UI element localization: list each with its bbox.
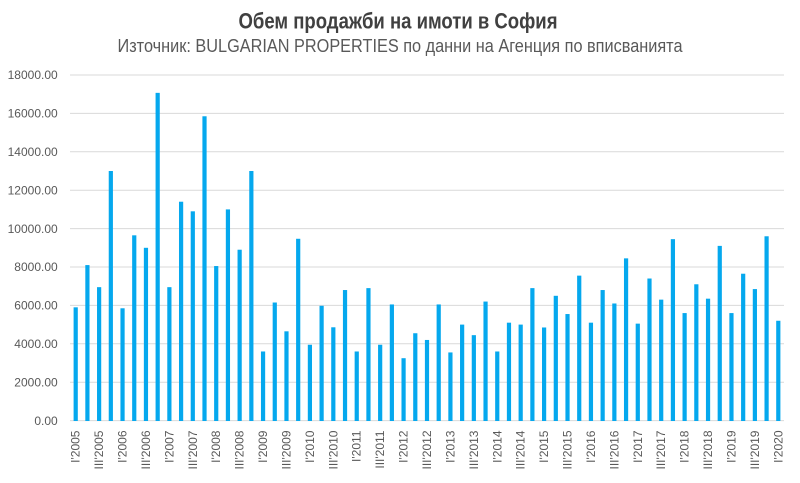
- svg-text:10000.00: 10000.00: [8, 222, 58, 236]
- svg-text:Източник: BULGARIAN PROPERTIES: Източник: BULGARIAN PROPERTIES по данни …: [118, 36, 684, 56]
- svg-text:6000.00: 6000.00: [14, 299, 58, 313]
- svg-text:III'2015: III'2015: [561, 430, 575, 469]
- svg-text:III'2008: III'2008: [233, 430, 247, 469]
- svg-text:I'2011: I'2011: [350, 430, 364, 462]
- svg-text:III'2016: III'2016: [607, 430, 621, 469]
- svg-text:I'2018: I'2018: [678, 430, 692, 463]
- svg-text:III'2018: III'2018: [701, 430, 715, 469]
- svg-text:III'2006: III'2006: [139, 430, 153, 469]
- svg-text:III'2012: III'2012: [420, 430, 434, 469]
- svg-text:I'2005: I'2005: [69, 430, 83, 463]
- svg-text:I'2019: I'2019: [725, 430, 739, 463]
- svg-text:I'2006: I'2006: [116, 430, 130, 463]
- svg-text:Обем продажби на имоти в София: Обем продажби на имоти в София: [239, 8, 558, 33]
- svg-text:0.00: 0.00: [34, 414, 58, 428]
- svg-text:III'2013: III'2013: [467, 430, 481, 469]
- svg-text:I'2010: I'2010: [303, 430, 317, 463]
- svg-text:I'2017: I'2017: [631, 430, 645, 463]
- svg-text:I'2012: I'2012: [397, 430, 411, 463]
- svg-text:I'2014: I'2014: [490, 430, 504, 463]
- svg-text:III'2014: III'2014: [514, 430, 528, 469]
- svg-text:I'2016: I'2016: [584, 430, 598, 463]
- svg-text:I'2008: I'2008: [209, 430, 223, 463]
- svg-text:16000.00: 16000.00: [8, 107, 58, 121]
- svg-text:I'2013: I'2013: [443, 430, 457, 463]
- svg-text:12000.00: 12000.00: [8, 183, 58, 197]
- svg-text:2000.00: 2000.00: [14, 375, 58, 389]
- svg-text:I'2015: I'2015: [537, 430, 551, 463]
- svg-text:III'2005: III'2005: [92, 430, 106, 469]
- svg-text:I'2007: I'2007: [162, 430, 176, 463]
- svg-text:8000.00: 8000.00: [14, 260, 58, 274]
- svg-text:14000.00: 14000.00: [8, 145, 58, 159]
- svg-text:III'2011: III'2011: [373, 430, 387, 468]
- svg-text:I'2009: I'2009: [256, 430, 270, 463]
- svg-text:III'2007: III'2007: [186, 430, 200, 469]
- svg-text:III'2009: III'2009: [280, 430, 294, 469]
- svg-text:I'2020: I'2020: [771, 430, 785, 463]
- svg-text:III'2010: III'2010: [326, 430, 340, 469]
- svg-text:III'2019: III'2019: [748, 430, 762, 469]
- svg-text:III'2017: III'2017: [654, 430, 668, 469]
- svg-text:18000.00: 18000.00: [8, 68, 58, 82]
- svg-text:4000.00: 4000.00: [14, 337, 58, 351]
